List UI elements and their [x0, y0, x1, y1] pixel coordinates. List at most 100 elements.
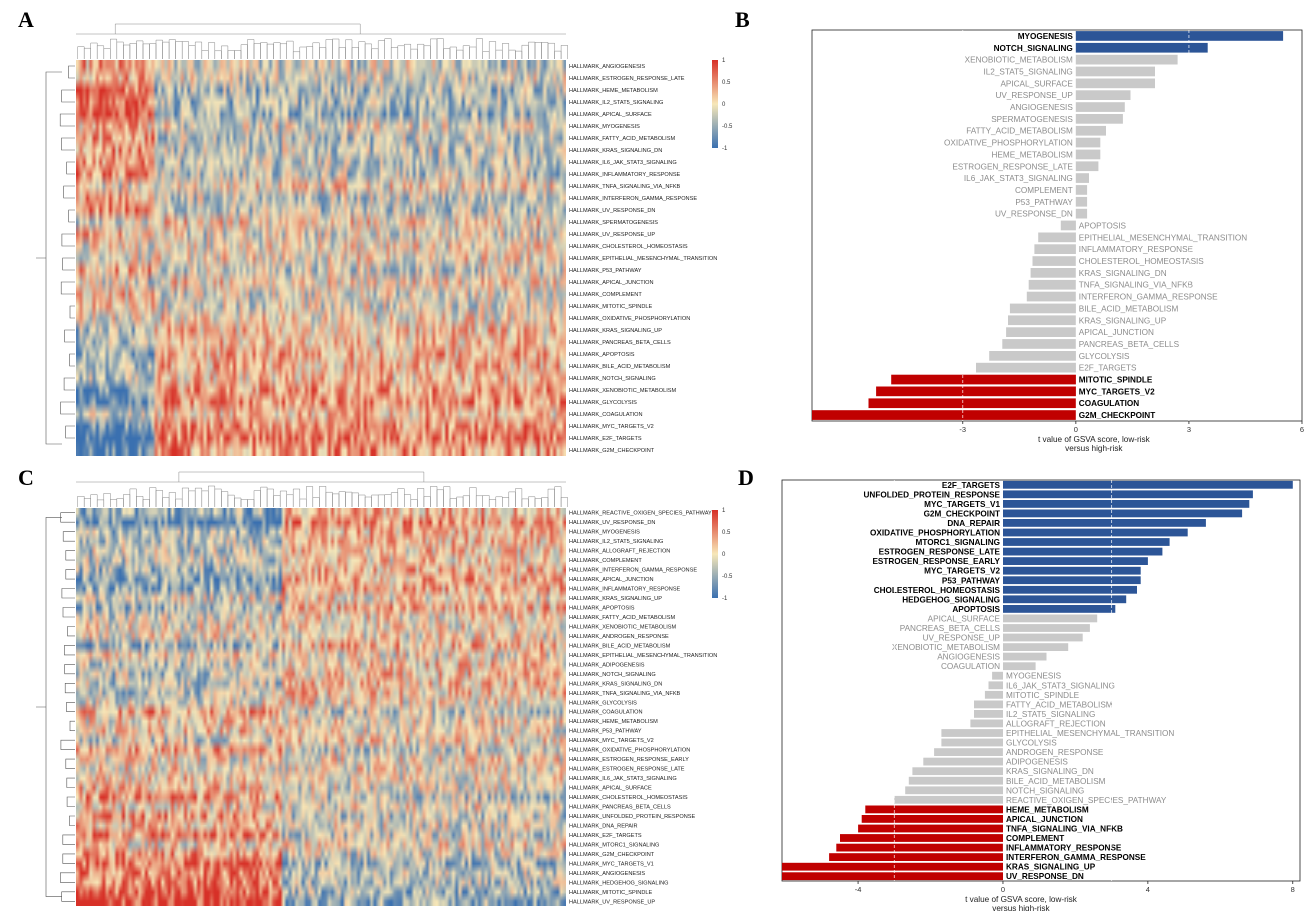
color-bar-tick: 0.5: [722, 530, 731, 536]
heatmap-row-label: HALLMARK_INFLAMMATORY_RESPONSE: [569, 172, 681, 178]
bar: [934, 748, 1003, 756]
bar: [829, 853, 1003, 861]
bar-label: IL6_JAK_STAT3_SIGNALING: [1006, 681, 1115, 690]
bar-label: ESTROGEN_RESPONSE_EARLY: [872, 557, 1000, 566]
bar: [1075, 196, 1088, 207]
bar-label: P53_PATHWAY: [942, 576, 1001, 585]
bar: [1026, 291, 1076, 302]
bar: [1075, 90, 1131, 100]
bar-label: IL6_JAK_STAT3_SIGNALING: [964, 174, 1073, 183]
bar-label: MYC_TARGETS_V2: [1079, 387, 1155, 396]
heatmap-row-label: HALLMARK_UV_RESPONSE_DN: [569, 208, 655, 214]
bar-label: UV_RESPONSE_UP: [923, 634, 1001, 643]
bar-label: INTERFERON_GAMMA_RESPONSE: [1006, 853, 1146, 862]
x-axis-title: t value of GSVA score, low-risk: [1038, 435, 1151, 444]
heatmap-row-label: HALLMARK_INTERFERON_GAMMA_RESPONSE: [569, 568, 697, 574]
bar-label: G2M_CHECKPOINT: [1079, 411, 1155, 420]
column-dendrogram-branches: [76, 471, 568, 507]
heatmap-row-label: HALLMARK_MITOTIC_SPINDLE: [569, 304, 652, 310]
bar: [1003, 566, 1141, 575]
bar-label: P53_PATHWAY: [1015, 198, 1073, 207]
bar: [840, 834, 1003, 842]
heatmap-row-label: HALLMARK_ANGIOGENESIS: [569, 871, 645, 877]
heatmap-row-label: HALLMARK_MTORC1_SIGNALING: [569, 842, 659, 848]
heatmap-row-label: HALLMARK_HEME_METABOLISM: [569, 88, 658, 94]
bar-label: BILE_ACID_METABOLISM: [1006, 777, 1106, 786]
bar: [1003, 500, 1250, 508]
heatmap-row-label: HALLMARK_IL6_JAK_STAT3_SIGNALING: [569, 776, 677, 782]
row-dendrogram-branches: [36, 65, 75, 445]
bar: [1075, 173, 1089, 183]
heatmap-row-label: HALLMARK_IL6_JAK_STAT3_SIGNALING: [569, 160, 677, 166]
heatmap-row-label: HALLMARK_NOTCH_SIGNALING: [569, 672, 656, 678]
bar-label: TNFA_SIGNALING_VIA_NFKB: [1079, 281, 1194, 290]
bar-label: MITOTIC_SPINDLE: [1079, 376, 1153, 385]
bar-label: CHOLESTEROL_HOMEOSTASIS: [874, 586, 1001, 595]
bar-label: FATTY_ACID_METABOLISM: [1006, 700, 1113, 709]
bar-label: ANDROGEN_RESPONSE: [1006, 748, 1104, 757]
plot-frame: [781, 479, 1301, 882]
heatmap-row-label: HALLMARK_GLYCOLYSIS: [569, 700, 637, 706]
bar: [1003, 528, 1188, 537]
bar-label: UV_RESPONSE_UP: [995, 91, 1073, 100]
bar: [984, 690, 1003, 699]
bar: [976, 362, 1076, 373]
bar-label: MITOTIC_SPINDLE: [1006, 691, 1080, 700]
heatmap-row-label: HALLMARK_COAGULATION: [569, 412, 643, 418]
bar-label: IL2_STAT5_SIGNALING: [983, 68, 1072, 77]
bar: [865, 805, 1003, 814]
heatmap-row-label: HALLMARK_COMPLEMENT: [569, 558, 642, 564]
heatmap-row-label: HALLMARK_COAGULATION: [569, 710, 643, 716]
heatmap-row-label: HALLMARK_ESTROGEN_RESPONSE_LATE: [569, 76, 685, 82]
bar: [1075, 208, 1088, 219]
bar-label: APOPTOSIS: [952, 605, 1000, 614]
bar-label: KRAS_SIGNALING_UP: [1006, 863, 1096, 872]
bar-label: PANCREAS_BETA_CELLS: [900, 624, 1001, 633]
color-bar-tick: -0.5: [722, 124, 733, 130]
bar-label: XENOBIOTIC_METABOLISM: [965, 56, 1073, 65]
bar-label: HEME_METABOLISM: [1006, 805, 1089, 814]
bar: [891, 374, 1076, 385]
bar: [1028, 279, 1076, 290]
bar: [941, 738, 1003, 747]
heatmap-row-label: HALLMARK_IL2_STAT5_SIGNALING: [569, 100, 663, 106]
bar: [1003, 490, 1253, 499]
color-bar: [712, 60, 718, 148]
heatmap-row-label: HALLMARK_INFLAMMATORY_RESPONSE: [569, 587, 681, 593]
heatmap-cells: [76, 508, 566, 906]
heatmap-row-label: HALLMARK_KRAS_SIGNALING_DN: [569, 681, 662, 687]
bar-label: ESTROGEN_RESPONSE_LATE: [952, 162, 1073, 171]
column-dendrogram: [76, 23, 568, 59]
bar-label: UV_RESPONSE_DN: [995, 210, 1073, 219]
heatmap-row-label: HALLMARK_CHOLESTEROL_HOMEOSTASIS: [569, 244, 688, 250]
bar-label: EPITHELIAL_MESENCHYMAL_TRANSITION: [1006, 729, 1174, 738]
heatmap-row-label: HALLMARK_UV_RESPONSE_DN: [569, 520, 655, 526]
bar-chart-d: E2F_TARGETSUNFOLDED_PROTEIN_RESPONSEMYC_…: [781, 479, 1301, 911]
color-bar-tick: 1: [722, 58, 726, 64]
bar: [908, 776, 1003, 785]
bar: [1003, 557, 1148, 565]
bar-label: IL2_STAT5_SIGNALING: [1006, 710, 1095, 719]
heatmap-row-label: HALLMARK_BILE_ACID_METABOLISM: [569, 364, 671, 370]
heatmap-row-label: HALLMARK_IL2_STAT5_SIGNALING: [569, 539, 663, 545]
bar-label: MYOGENESIS: [1006, 672, 1062, 681]
x-tick-label: -4: [855, 885, 862, 894]
heatmap-row-label: HALLMARK_APOPTOSIS: [569, 606, 635, 612]
bar: [1075, 161, 1099, 172]
bar-label: INTERFERON_GAMMA_RESPONSE: [1079, 293, 1218, 302]
bar: [782, 872, 1003, 881]
heatmap-row-label: HALLMARK_BILE_ACID_METABOLISM: [569, 643, 671, 649]
heatmap-row-label: HALLMARK_UV_RESPONSE_UP: [569, 899, 655, 905]
bar: [1075, 66, 1155, 77]
bar-label: MTORC1_SIGNALING: [916, 538, 1000, 547]
bar: [1008, 315, 1076, 326]
x-axis-title: versus high-risk: [992, 904, 1050, 911]
heatmap-row-label: HALLMARK_ESTROGEN_RESPONSE_LATE: [569, 767, 685, 773]
bar: [912, 767, 1003, 776]
bar-label: OXIDATIVE_PHOSPHORYLATION: [944, 139, 1073, 148]
bar: [1075, 78, 1155, 89]
bar-label: DNA_REPAIR: [947, 519, 1000, 528]
heatmap-row-label: HALLMARK_ANGIOGENESIS: [569, 64, 645, 70]
bar-label: ESTROGEN_RESPONSE_LATE: [879, 548, 1001, 557]
heatmap-row-label: HALLMARK_MYOGENESIS: [569, 124, 640, 130]
